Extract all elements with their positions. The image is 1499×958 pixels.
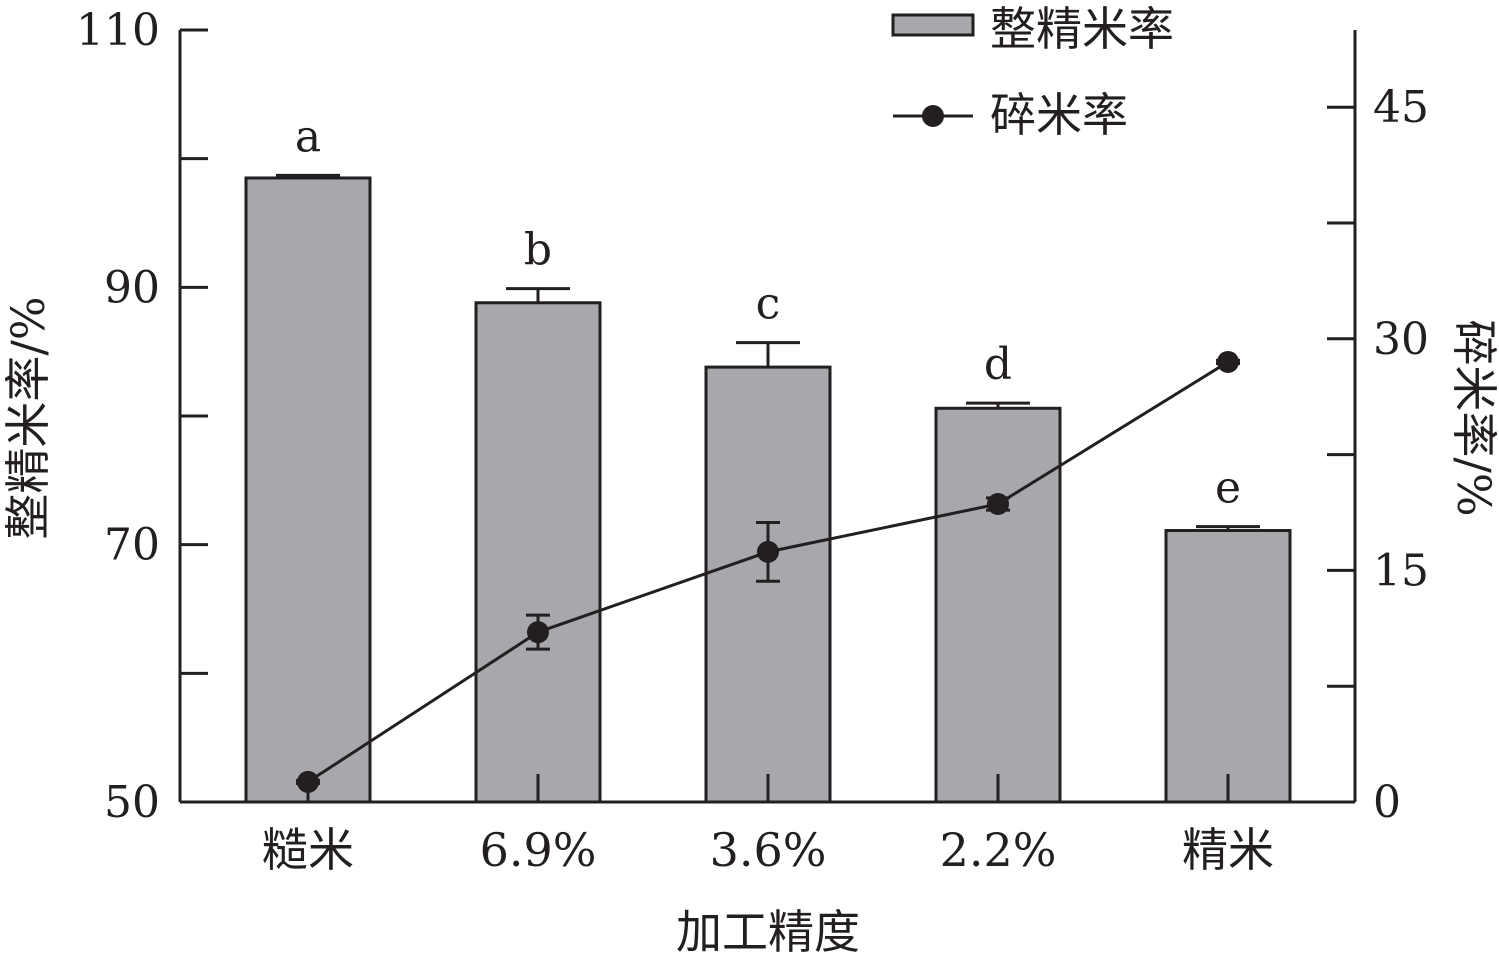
sig-label-1: b — [524, 225, 552, 276]
point-3 — [987, 493, 1009, 516]
axes-layer: 50 70 90 110 0 15 30 45 糙米 6.9% 3.6% 2.2% 精米 — [76, 5, 1429, 877]
y2-tick-label: 30 — [1373, 314, 1429, 365]
x-tick-label: 精米 — [1182, 823, 1274, 877]
y-tick-label: 50 — [104, 777, 160, 828]
x-tick-label: 6.9% — [480, 823, 597, 877]
x-axis-title: 加工精度 — [676, 905, 860, 958]
legend-bar-label: 整精米率 — [990, 2, 1174, 56]
y2-tick-label: 45 — [1373, 82, 1429, 133]
y-axis-title: 整精米率/% — [1, 296, 55, 539]
point-2 — [757, 540, 779, 563]
bar-2 — [704, 365, 832, 804]
x-tick-label: 2.2% — [940, 823, 1057, 877]
bars-layer: a b c d e — [244, 111, 1292, 804]
point-1 — [527, 621, 549, 644]
legend-bar-swatch — [891, 13, 975, 37]
y-tick-label: 110 — [76, 5, 160, 56]
legend-line-label: 碎米率 — [990, 88, 1128, 142]
legend: 整精米率 碎米率 — [891, 2, 1174, 142]
bar-3 — [934, 406, 1062, 804]
point-4 — [1217, 350, 1239, 373]
sig-label-3: d — [984, 339, 1012, 390]
y2-tick-label: 0 — [1373, 777, 1401, 828]
y-tick-label: 70 — [104, 520, 160, 571]
sig-label-0: a — [295, 111, 321, 162]
x-tick-label: 3.6% — [710, 823, 827, 877]
y2-axis-title: 碎米率/% — [1447, 319, 1499, 516]
x-tick-label: 糙米 — [262, 823, 354, 877]
y-tick-label: 90 — [104, 262, 160, 313]
bar-4 — [1164, 529, 1292, 804]
legend-line-marker — [922, 105, 944, 127]
y2-tick-label: 15 — [1373, 545, 1429, 596]
bar-0 — [244, 176, 372, 804]
sig-label-4: e — [1215, 463, 1241, 514]
bar-1 — [474, 301, 602, 804]
sig-label-2: c — [756, 279, 781, 330]
